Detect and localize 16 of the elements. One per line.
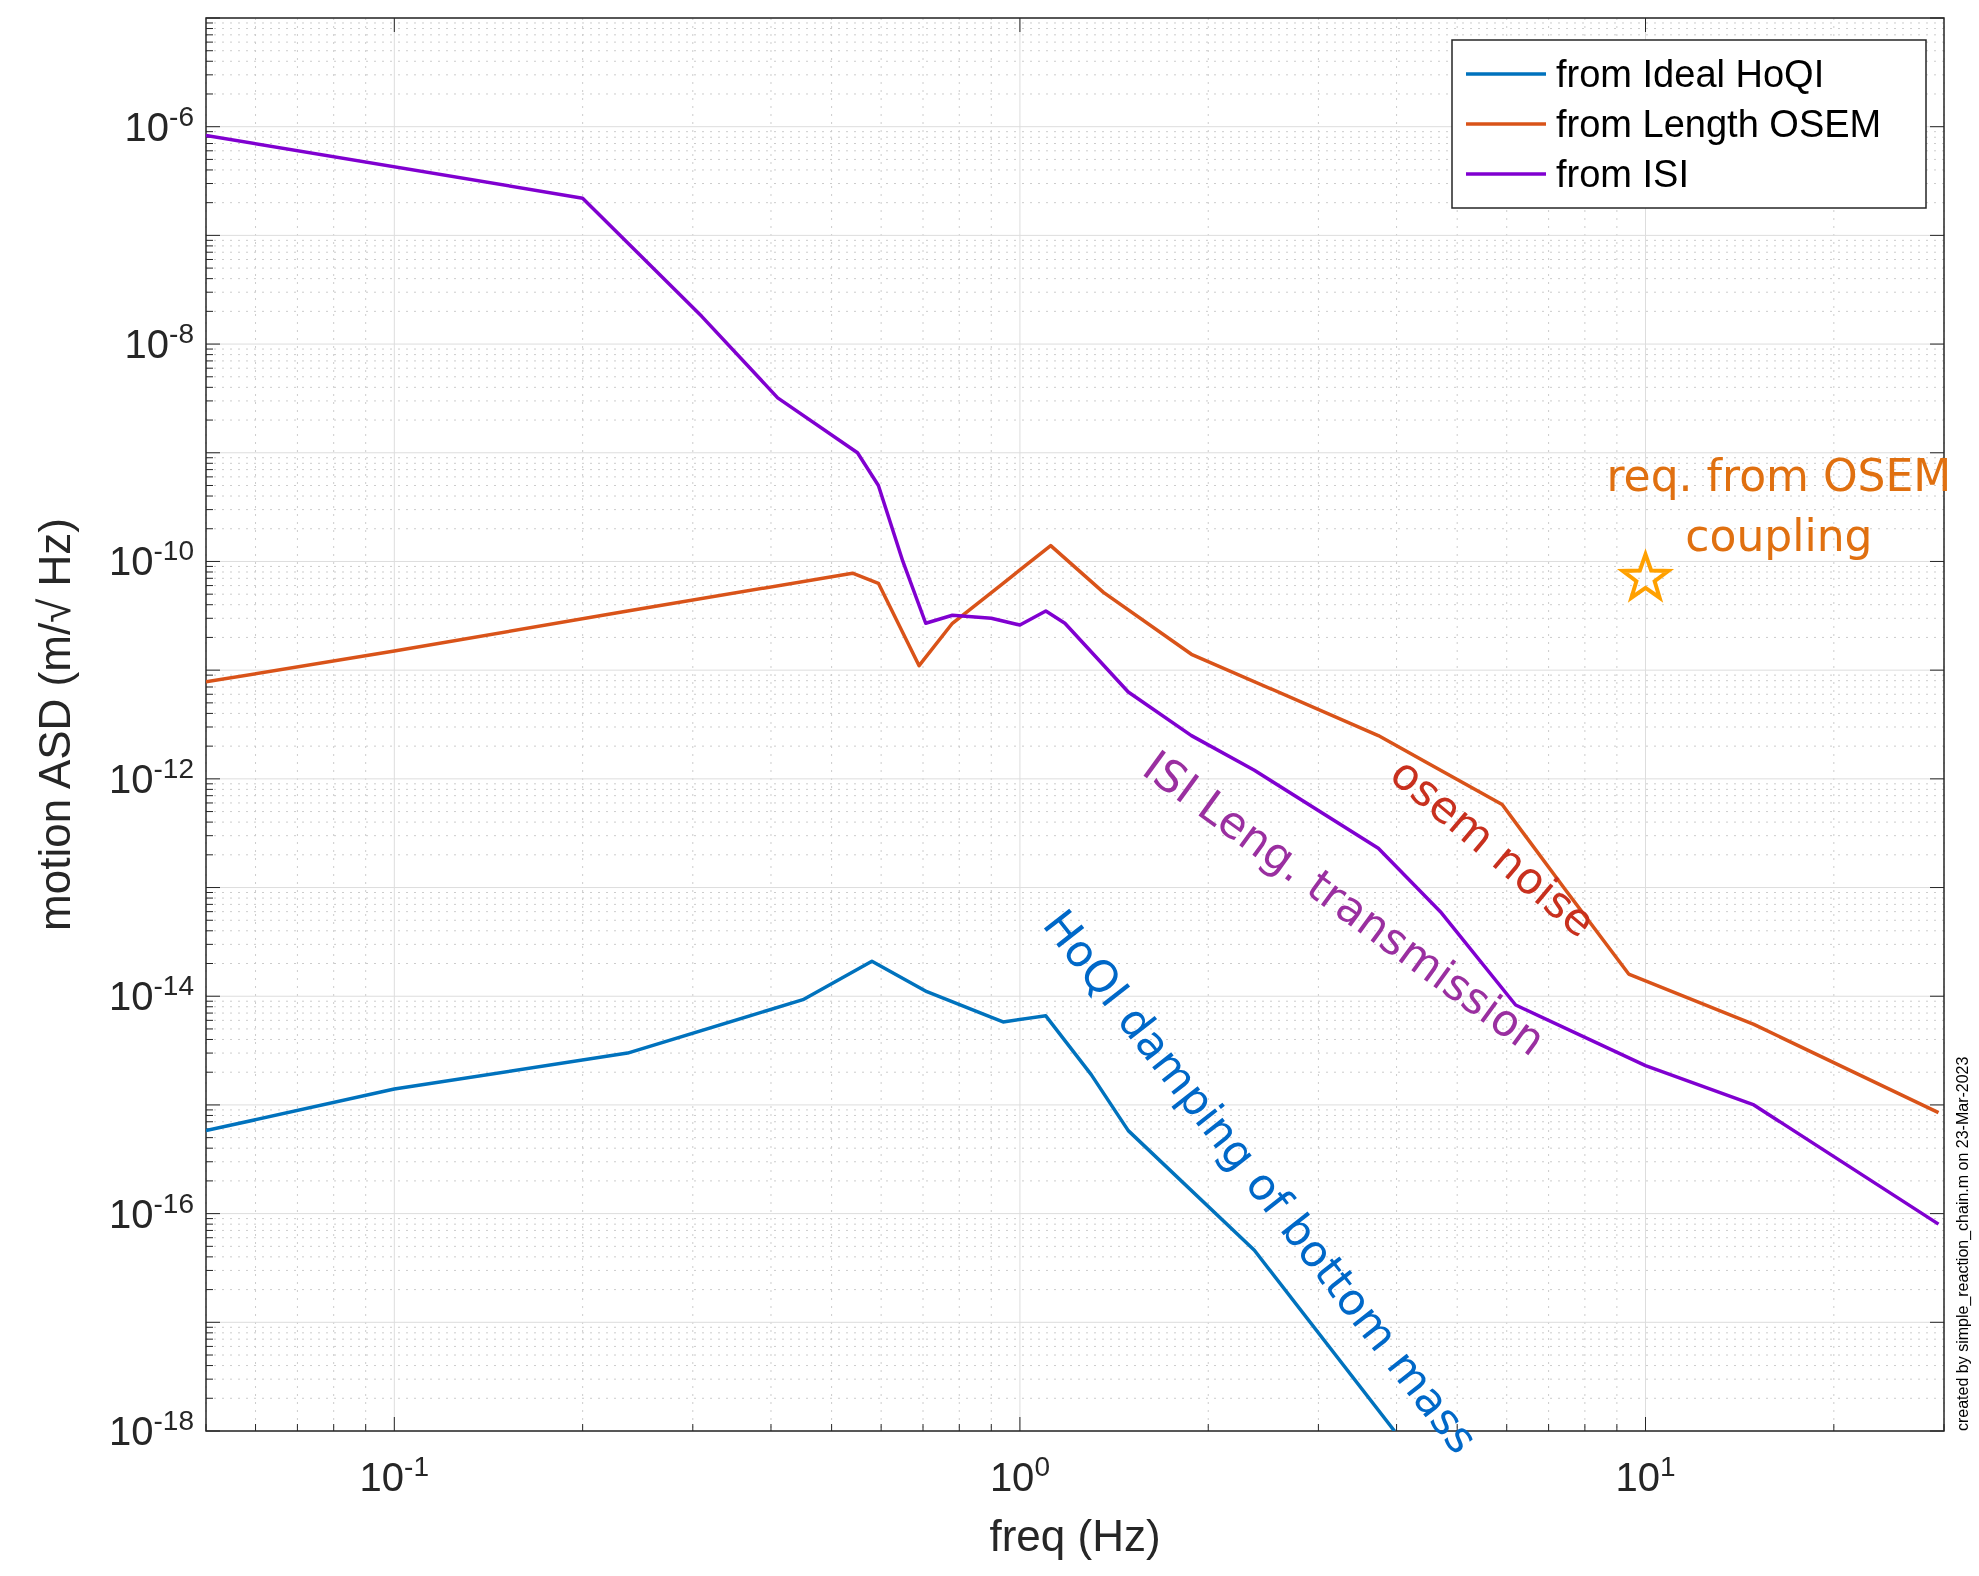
x-tick-label: 10$^{1}$ [1615,1450,1676,1499]
y-tick-label: 10$^{-12}$ [109,752,194,801]
y-axis-title: motion ASD (m/√ Hz) [30,518,79,931]
text: created by simple_reaction_chain.m on 23-Mar-2023 [1954,1056,1972,1431]
y-tick-label: 10$^{-6}$ [124,100,194,149]
y-tick-label: 10$^{-10}$ [109,534,194,584]
y-tick-label: 10$^{-8}$ [124,317,194,367]
legend-label: from Length OSEM [1556,103,1882,145]
x-axis-title: freq (Hz) [989,1511,1161,1560]
y-tick-label: 10$^{-16}$ [109,1187,194,1236]
legend-label: from ISI [1556,153,1690,195]
y-tick-label: 10$^{-14}$ [109,969,194,1019]
x-tick-label: 10$^{0}$ [989,1450,1050,1499]
legend-label: from Ideal HoQI [1556,53,1825,95]
x-tick-label: 10$^{-1}$ [359,1450,430,1499]
y-tick-label: 10$^{-18}$ [109,1404,194,1453]
